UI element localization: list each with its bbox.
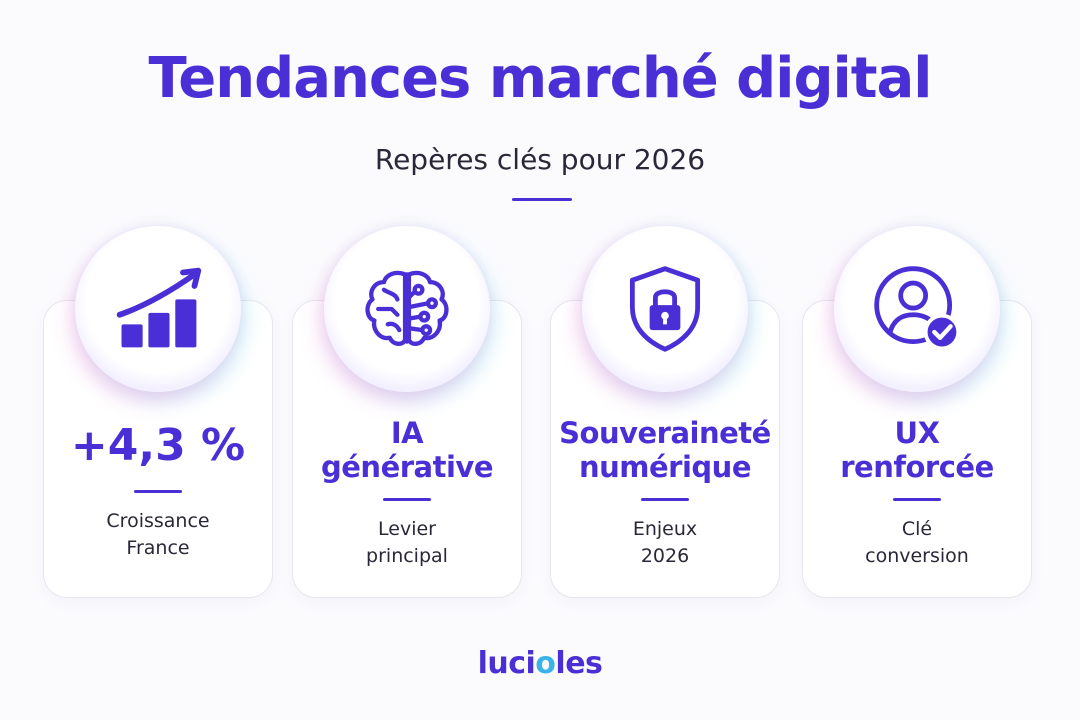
shield-lock-icon-badge	[582, 226, 748, 392]
card-divider-growth	[134, 490, 182, 493]
page-title: Tendances marché digital	[148, 46, 933, 111]
card-divider-sovereignty	[641, 498, 689, 501]
card-divider-ux	[893, 498, 941, 501]
user-check-icon	[874, 266, 961, 351]
brain-circuit-icon	[365, 270, 449, 346]
growth-chart-icon	[116, 267, 202, 348]
brand-logo: lucioles	[477, 646, 603, 681]
stat-value-growth: +4,3 %	[70, 420, 246, 471]
stat-caption-ai: Levier principal	[366, 518, 448, 567]
brain-circuit-icon-badge	[324, 226, 490, 392]
growth-chart-icon-badge	[75, 226, 241, 392]
card-divider-ai	[383, 498, 431, 501]
title-divider	[512, 198, 572, 201]
stat-caption-growth: Croissance France	[106, 510, 210, 559]
stat-value-ai: IA générative	[321, 416, 494, 485]
stat-value-ux: UX renforcée	[840, 416, 994, 485]
logo-accent-letter: o	[535, 646, 556, 681]
stat-value-sovereignty: Souveraineté numérique	[559, 416, 771, 485]
user-check-icon-badge	[834, 226, 1000, 392]
stat-caption-ux: Clé conversion	[865, 518, 969, 567]
page-subtitle: Repères clés pour 2026	[374, 143, 706, 176]
shield-lock-icon	[629, 266, 701, 352]
stat-caption-sovereignty: Enjeux 2026	[632, 518, 698, 567]
